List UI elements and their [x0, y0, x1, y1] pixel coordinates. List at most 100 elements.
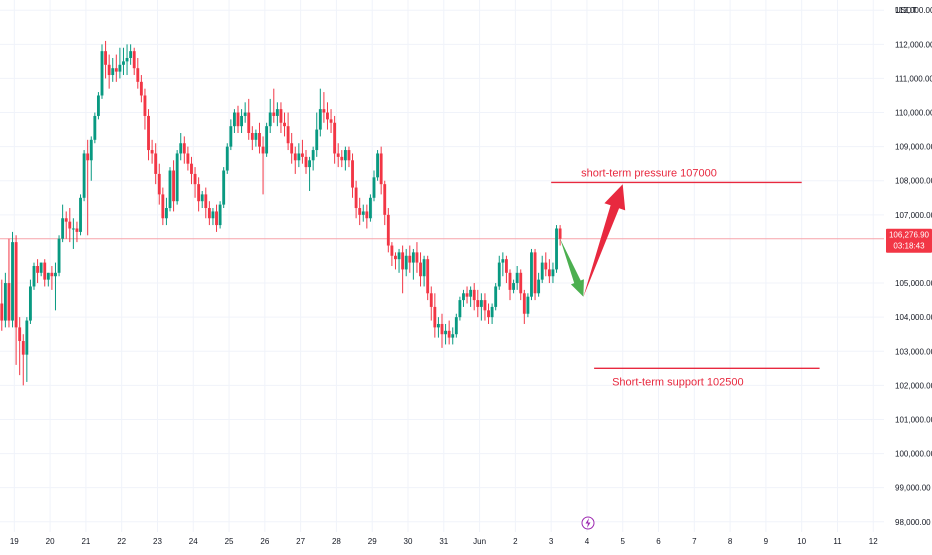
candle-body[interactable] — [50, 272, 54, 277]
candle-body[interactable] — [261, 146, 265, 154]
candle-body[interactable] — [490, 306, 494, 318]
candle-body[interactable] — [300, 153, 304, 157]
candle-body[interactable] — [537, 279, 541, 294]
candle-body[interactable] — [39, 262, 43, 273]
candle-body[interactable] — [408, 255, 412, 263]
candle-body[interactable] — [236, 112, 240, 127]
candle-body[interactable] — [247, 112, 251, 133]
candle-body[interactable] — [68, 221, 72, 229]
candle-body[interactable] — [376, 153, 380, 178]
candle-body[interactable] — [368, 197, 372, 219]
candle-body[interactable] — [286, 126, 290, 144]
candle-body[interactable] — [161, 194, 165, 219]
candle-body[interactable] — [3, 283, 7, 321]
candle-body[interactable] — [25, 320, 29, 355]
candle-body[interactable] — [157, 173, 161, 195]
candle-body[interactable] — [436, 323, 440, 328]
candle-body[interactable] — [361, 211, 365, 215]
candle-body[interactable] — [454, 317, 458, 335]
candle-body[interactable] — [193, 173, 197, 185]
candle-body[interactable] — [100, 51, 104, 96]
candle-body[interactable] — [519, 272, 523, 294]
candle-body[interactable] — [200, 194, 204, 202]
candle-body[interactable] — [21, 341, 25, 355]
candle-body[interactable] — [372, 177, 376, 198]
candle-body[interactable] — [107, 64, 111, 76]
candle-body[interactable] — [440, 323, 444, 335]
candle-body[interactable] — [433, 306, 437, 328]
candle-body[interactable] — [501, 259, 505, 263]
candle-body[interactable] — [79, 197, 82, 232]
candle-body[interactable] — [515, 272, 519, 284]
candle-body[interactable] — [11, 242, 14, 321]
candle-body[interactable] — [451, 334, 455, 338]
candle-body[interactable] — [222, 170, 226, 205]
candle-body[interactable] — [164, 208, 168, 219]
candle-body[interactable] — [265, 126, 269, 154]
candle-body[interactable] — [358, 208, 362, 215]
candle-body[interactable] — [397, 252, 401, 260]
candle-body[interactable] — [315, 129, 319, 151]
candle-body[interactable] — [401, 252, 405, 270]
candle-body[interactable] — [186, 153, 190, 164]
candle-body[interactable] — [279, 109, 283, 123]
candle-body[interactable] — [558, 228, 562, 239]
candle-body[interactable] — [190, 163, 193, 174]
candle-body[interactable] — [290, 143, 294, 154]
candle-body[interactable] — [483, 300, 487, 311]
candle-body[interactable] — [512, 283, 516, 290]
candle-body[interactable] — [54, 272, 57, 277]
candle-body[interactable] — [386, 214, 390, 246]
candle-body[interactable] — [333, 122, 337, 154]
candle-body[interactable] — [533, 252, 537, 294]
price-axis[interactable]: USDT 113,000.00 112,000.00 111,000.00 110,0… — [895, 6, 932, 527]
candle-body[interactable] — [494, 286, 498, 307]
time-axis[interactable]: 19 20 21 22 23 24 25 26 27 28 29 30 31 Jun 2 3 4 5 6 7 8 9 10 1… — [10, 537, 878, 546]
candle-body[interactable] — [354, 187, 358, 209]
candle-body[interactable] — [497, 262, 501, 287]
candle-body[interactable] — [283, 122, 286, 127]
candle-body[interactable] — [168, 170, 172, 209]
candle-body[interactable] — [46, 272, 50, 280]
candle-body[interactable] — [154, 153, 158, 174]
candle-body[interactable] — [462, 293, 465, 301]
candle-body[interactable] — [469, 289, 473, 297]
candle-body[interactable] — [28, 286, 32, 321]
candle-body[interactable] — [540, 262, 544, 280]
candle-body[interactable] — [89, 139, 93, 161]
candle-body[interactable] — [18, 327, 22, 342]
candle-body[interactable] — [465, 293, 469, 297]
candle-body[interactable] — [379, 153, 383, 185]
candle-body[interactable] — [182, 143, 186, 154]
candle-body[interactable] — [118, 64, 122, 72]
candle-body[interactable] — [57, 238, 61, 273]
candle-body[interactable] — [419, 262, 422, 277]
candle-body[interactable] — [240, 115, 244, 127]
candle-body[interactable] — [351, 160, 354, 188]
candle-body[interactable] — [86, 153, 90, 161]
candle-body[interactable] — [426, 259, 430, 294]
candle-body[interactable] — [422, 259, 426, 277]
candle-body[interactable] — [125, 57, 129, 62]
candle-body[interactable] — [175, 153, 179, 202]
candle-body[interactable] — [111, 68, 115, 76]
candle-body[interactable] — [390, 245, 394, 256]
candle-body[interactable] — [472, 289, 476, 301]
candle-body[interactable] — [43, 262, 47, 280]
candle-body[interactable] — [311, 150, 315, 161]
candle-body[interactable] — [415, 252, 419, 263]
candle-body[interactable] — [250, 133, 254, 140]
candle-body[interactable] — [14, 242, 18, 328]
candle-body[interactable] — [225, 146, 229, 171]
candle-body[interactable] — [207, 208, 211, 219]
candle-body[interactable] — [122, 61, 125, 65]
candle-body[interactable] — [343, 150, 347, 161]
candle-body[interactable] — [479, 300, 483, 307]
up-arrow-icon[interactable] — [583, 184, 626, 297]
candle-body[interactable] — [71, 228, 75, 230]
candle-body[interactable] — [447, 330, 451, 338]
candle-body[interactable] — [243, 112, 247, 116]
candle-body[interactable] — [544, 262, 548, 270]
candle-body[interactable] — [36, 266, 40, 273]
down-arrow-icon[interactable] — [560, 238, 584, 297]
